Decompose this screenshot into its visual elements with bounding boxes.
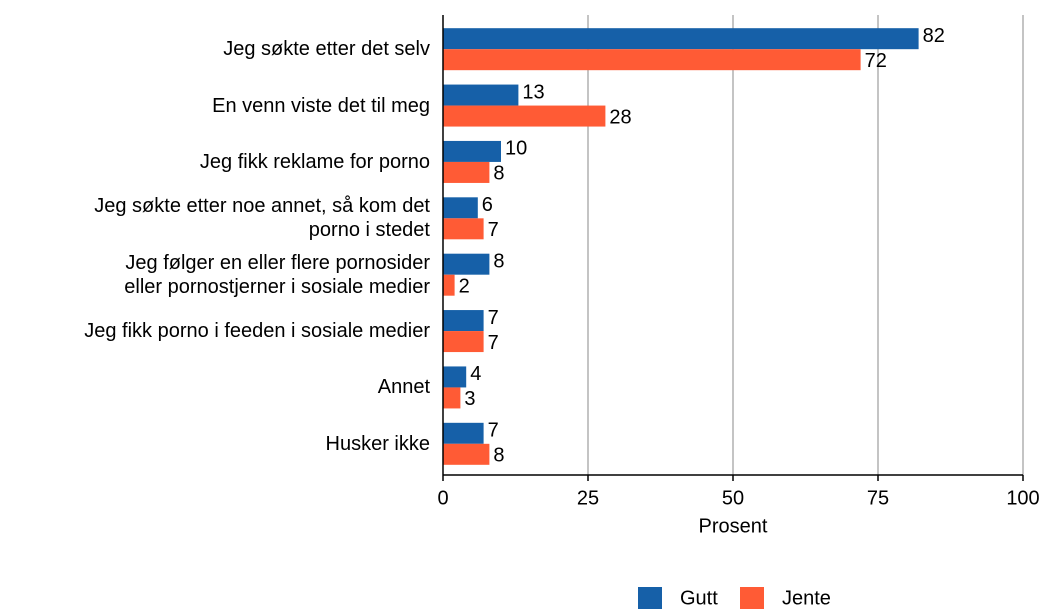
- bar: [443, 218, 484, 240]
- value-label: 7: [488, 307, 499, 329]
- value-label: 2: [459, 275, 470, 297]
- bar: [443, 331, 484, 353]
- category-label: Husker ikke: [325, 432, 430, 455]
- legend-swatch: [740, 587, 764, 609]
- x-tick-label: 75: [867, 487, 889, 509]
- x-tick-label: 0: [437, 487, 448, 509]
- bar: [443, 253, 490, 275]
- value-label: 82: [923, 25, 945, 47]
- category-label: Jeg fikk reklame for porno: [199, 150, 430, 173]
- value-label: 7: [488, 332, 499, 354]
- value-label: 10: [505, 138, 527, 160]
- category-label: Annet: [377, 376, 430, 399]
- bar: [443, 197, 478, 219]
- bar: [443, 387, 461, 409]
- value-label: 6: [482, 194, 493, 216]
- value-label: 3: [464, 388, 475, 410]
- value-label: 13: [522, 81, 544, 103]
- bar: [443, 105, 606, 127]
- value-label: 7: [488, 219, 499, 241]
- category-label: Jeg følger en eller flere pornosider ell…: [124, 251, 430, 298]
- bar: [443, 443, 490, 465]
- value-label: 4: [470, 363, 481, 385]
- category-label: Jeg fikk porno i feeden i sosiale medier: [84, 320, 430, 343]
- value-label: 8: [493, 250, 504, 272]
- legend-label: Jente: [782, 587, 831, 609]
- value-label: 8: [493, 445, 504, 467]
- bar: [443, 366, 467, 388]
- category-label: En venn viste det til meg: [212, 94, 430, 117]
- value-label: 8: [493, 163, 504, 185]
- x-axis-label: Prosent: [699, 515, 768, 537]
- legend-swatch: [638, 587, 662, 609]
- bar: [443, 161, 490, 183]
- value-label: 7: [488, 420, 499, 442]
- bar: [443, 28, 919, 50]
- bar: [443, 274, 455, 296]
- category-label: Jeg søkte etter det selv: [223, 38, 430, 61]
- legend-label: Gutt: [680, 587, 718, 609]
- x-tick-label: 100: [1006, 487, 1039, 509]
- value-label: 72: [865, 50, 887, 72]
- x-tick-label: 25: [577, 487, 599, 509]
- value-label: 28: [609, 106, 631, 128]
- x-tick-label: 50: [722, 487, 744, 509]
- category-label: Jeg søkte etter noe annet, så kom det po…: [94, 195, 430, 242]
- bar: [443, 310, 484, 332]
- bar: [443, 49, 861, 71]
- bar: [443, 140, 501, 162]
- bar: [443, 84, 519, 106]
- bar: [443, 422, 484, 444]
